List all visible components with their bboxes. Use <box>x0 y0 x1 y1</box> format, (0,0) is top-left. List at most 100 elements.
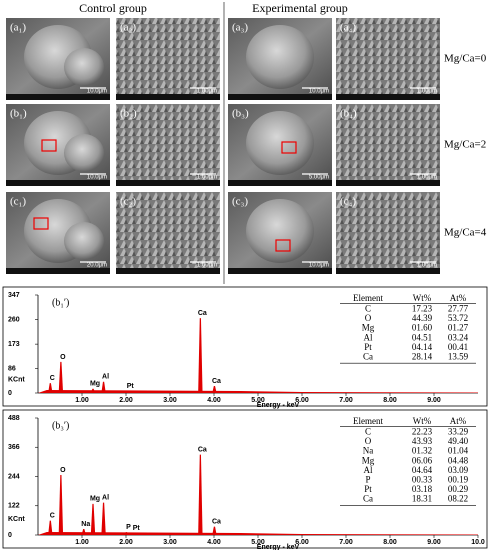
table-cell: 04.48 <box>448 455 469 465</box>
table-cell: 00.29 <box>448 484 469 494</box>
table-cell: 44.39 <box>412 313 433 323</box>
row-label: Mg/Ca=0 <box>444 53 487 65</box>
image-background <box>336 104 440 186</box>
peak <box>101 502 106 535</box>
image-background <box>116 104 220 186</box>
peak-label: C <box>50 375 55 382</box>
group-header: Control group <box>79 1 147 15</box>
peak <box>126 533 131 535</box>
table-cell: 01.32 <box>412 446 432 456</box>
table-cell: 22.23 <box>412 426 433 436</box>
image-background <box>116 192 220 274</box>
x-tick-label: 7.00 <box>339 397 353 404</box>
y-tick-label: 260 <box>8 316 20 323</box>
table-header: Element <box>353 416 383 426</box>
table-cell: 03.09 <box>448 465 469 475</box>
x-tick-label: 8.00 <box>383 539 397 546</box>
table-cell: O <box>365 436 372 446</box>
table-cell: 06.06 <box>412 455 433 465</box>
table-cell: Mg <box>362 323 375 333</box>
sem-image: (c₄) 1.00μm <box>336 192 440 274</box>
table-cell: 18.31 <box>412 494 432 504</box>
info-strip <box>116 180 220 186</box>
table-cell: 04.51 <box>412 332 432 342</box>
info-strip <box>336 94 440 100</box>
scale-label: 1.00μm <box>197 175 217 181</box>
y-tick-label: 86 <box>8 366 16 373</box>
peak <box>90 503 96 535</box>
background-signal <box>38 532 478 535</box>
table-cell: Al <box>364 465 373 475</box>
info-strip <box>116 268 220 274</box>
x-tick-label: 3.00 <box>163 397 177 404</box>
y-unit: KCnt <box>8 376 25 383</box>
scale-label: 10.0μm <box>87 89 107 95</box>
info-strip <box>116 94 220 100</box>
sem-image: (b₃) 5.00μm <box>228 104 332 186</box>
table-cell: C <box>365 426 371 436</box>
x-tick-label: 3.00 <box>163 539 177 546</box>
scale-label: 5.00μm <box>309 175 329 181</box>
table-cell: 01.60 <box>412 323 433 333</box>
table-cell: 13.59 <box>448 351 469 361</box>
panel-tag: (b₃) <box>232 108 249 120</box>
scale-label: 20.0μm <box>87 263 107 269</box>
peak <box>198 318 203 393</box>
peak-label: Ca <box>198 310 207 317</box>
panel-tag: (b₄) <box>340 108 357 120</box>
sem-image: (b₂) 1.00μm <box>116 104 220 186</box>
y-tick-label: 122 <box>8 503 20 510</box>
panel-tag: (a₁) <box>10 22 26 34</box>
x-tick-label: 8.00 <box>383 397 397 404</box>
panel-tag: (a₃) <box>232 22 248 34</box>
peak-label: Pt <box>133 525 141 532</box>
sem-image: (a₁) 10.0μm <box>6 18 110 100</box>
scale-label: 1.00μm <box>197 89 217 95</box>
sem-image: (a₃) 10.0μm <box>228 18 332 100</box>
peak-label: Mg <box>90 381 100 388</box>
scale-label: 1.00μm <box>197 263 217 269</box>
peak-label: Al <box>102 374 109 381</box>
info-strip <box>336 180 440 186</box>
y-tick-label: 366 <box>8 444 20 451</box>
sem-image: (a₂) 1.00μm <box>116 18 220 100</box>
background-signal <box>38 390 478 393</box>
x-tick-label: 4.00 <box>207 539 221 546</box>
particle <box>64 48 104 86</box>
peak-label: O <box>60 467 66 474</box>
peak <box>58 361 64 393</box>
table-cell: 01.04 <box>448 446 469 456</box>
peak-label: P <box>126 524 131 531</box>
y-tick-label: 488 <box>8 415 20 422</box>
x-tick-label: 9.00 <box>427 397 441 404</box>
y-unit: KCnt <box>8 516 25 523</box>
table-cell: Pt <box>364 484 372 494</box>
table-cell: 03.18 <box>412 484 433 494</box>
peak <box>48 520 53 535</box>
x-tick-label: 1.00 <box>75 539 89 546</box>
table-header: Element <box>353 293 383 303</box>
table-cell: Al <box>364 332 373 342</box>
peak-label: Pt <box>127 383 135 390</box>
scale-label: 10.0μm <box>309 263 329 269</box>
x-tick-label: 1.00 <box>75 397 89 404</box>
x-tick-label: 7.00 <box>339 539 353 546</box>
info-strip <box>228 180 332 186</box>
peak-label: Mg <box>90 496 100 503</box>
table-header: Wt% <box>413 416 432 426</box>
selection-box <box>33 217 49 230</box>
scale-label: 1.00μm <box>417 89 437 95</box>
peak-label: O <box>60 354 66 361</box>
particle <box>246 111 314 175</box>
info-strip <box>6 268 110 274</box>
info-strip <box>6 180 110 186</box>
sem-image: (c₂) 1.00μm <box>116 192 220 274</box>
peak <box>90 388 96 393</box>
table-header: At% <box>450 293 467 303</box>
y-tick-label: 0 <box>8 390 12 397</box>
particle <box>246 25 314 89</box>
peak <box>212 526 217 535</box>
table-cell: 28.14 <box>412 351 433 361</box>
selection-box <box>275 239 291 252</box>
